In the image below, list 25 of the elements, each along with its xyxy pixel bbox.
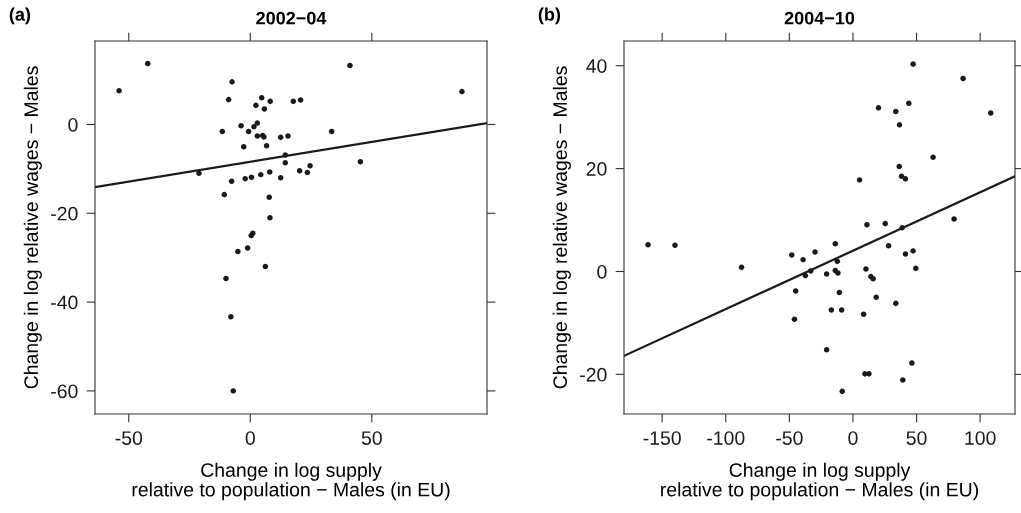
x-axis-title: Change in log supply relative to population − Males (in EU) [661, 462, 978, 501]
y-tick-label: -20 [51, 206, 78, 221]
y-tick-label: 20 [586, 162, 607, 176]
x-tick-label: 50 [361, 431, 382, 445]
y-tick-label: -20 [580, 367, 607, 382]
y-tick-label: 0 [597, 264, 607, 279]
x-axis-title: Change in log supply relative to population − Males (in EU) [132, 462, 450, 501]
x-tick-label: -50 [776, 431, 803, 445]
text: (b) [538, 7, 561, 25]
x-tick-label: 50 [906, 431, 927, 445]
x-tick-label: 0 [245, 431, 255, 445]
x-tick-label: -100 [707, 431, 745, 445]
x-tick-label: -50 [115, 431, 143, 445]
chart-title: 2004−10 [784, 11, 855, 25]
y-tick-label: 40 [586, 59, 607, 73]
x-tick-label: 100 [965, 431, 996, 445]
y-axis-title: Change in log relative wages − Males [23, 66, 42, 389]
text: (a) [9, 7, 31, 25]
chart-title: 2002−04 [256, 11, 327, 25]
y-tick-label: -40 [51, 295, 78, 310]
y-tick-label: 0 [68, 117, 78, 132]
x-tick-label: 0 [848, 431, 858, 445]
y-tick-label: -60 [51, 384, 78, 399]
x-tick-label: -150 [643, 431, 681, 445]
y-axis-title: Change in log relative wages − Males [552, 66, 571, 389]
